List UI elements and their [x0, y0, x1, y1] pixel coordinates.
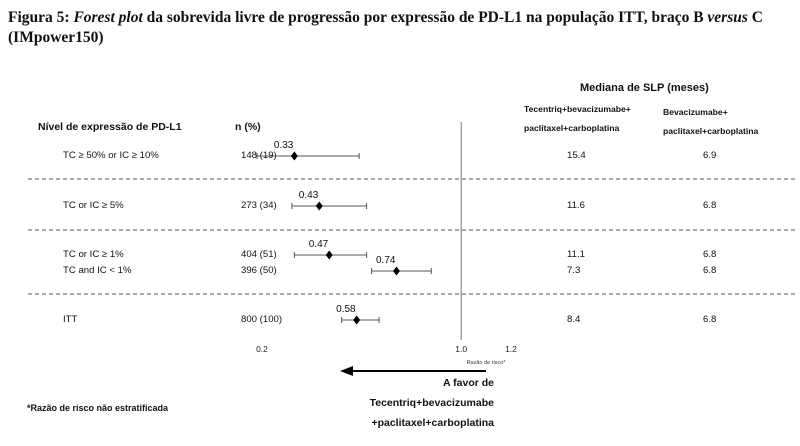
- hr-point: [315, 201, 323, 211]
- row-median-arm-b: 11.6: [567, 200, 585, 211]
- hr-point: [325, 250, 333, 260]
- row-median-arm-b: 7.3: [567, 265, 581, 276]
- x-axis-label: Razão de risco*: [467, 360, 507, 366]
- row-label: ITT: [63, 314, 78, 325]
- row-n: 396 (50): [241, 265, 277, 276]
- hr-label: 0.43: [299, 190, 319, 201]
- row-label: TC and IC < 1%: [63, 265, 132, 276]
- x-tick-label: 1.0: [455, 344, 467, 354]
- row-label: TC or IC ≥ 5%: [63, 200, 124, 211]
- favor-line2: Tecentriq+bevacizumabe: [369, 397, 494, 409]
- hr-point: [392, 266, 400, 276]
- arm-b-header-line1: Tecentriq+bevacizumabe+: [524, 104, 631, 114]
- hr-label: 0.58: [336, 304, 356, 315]
- row-median-arm-b: 11.1: [567, 249, 585, 260]
- row-median-arm-c: 6.8: [703, 265, 717, 276]
- row-median-arm-c: 6.8: [703, 200, 717, 211]
- hr-label: 0.47: [309, 239, 329, 250]
- hr-label: 0.74: [376, 255, 396, 266]
- caption-suffix: C (IMpower150): [8, 9, 763, 46]
- arm-c-header-line1: Bevacizumabe+: [663, 107, 728, 117]
- arm-b-header-line2: paclitaxel+carboplatina: [524, 123, 620, 133]
- row-median-arm-b: 8.4: [567, 314, 581, 325]
- row-median-arm-c: 6.8: [703, 314, 717, 325]
- caption-prefix: Figura 5:: [8, 9, 74, 26]
- favor-text: A favor de Tecentriq+bevacizumabe +pacli…: [370, 373, 494, 433]
- row-label: TC or IC ≥ 1%: [63, 249, 124, 260]
- row-label: TC ≥ 50% or IC ≥ 10%: [63, 150, 159, 161]
- footnote: *Razão de risco não estratificada: [27, 403, 169, 413]
- favor-line1: A favor de: [443, 377, 494, 389]
- caption-italic-versus: versus: [707, 9, 748, 26]
- favor-arrow-head: [340, 366, 353, 376]
- row-n: 800 (100): [241, 314, 283, 325]
- x-tick-label: 0.2: [256, 344, 268, 354]
- hr-point: [353, 315, 361, 325]
- hr-point: [290, 151, 298, 161]
- caption-middle: da sobrevida livre de progressão por exp…: [142, 9, 708, 26]
- level-column-header: Nível de expressão de PD-L1: [38, 121, 182, 133]
- n-column-header: n (%): [235, 121, 261, 133]
- row-n: 404 (51): [241, 249, 277, 260]
- row-median-arm-c: 6.9: [703, 150, 717, 161]
- row-median-arm-c: 6.8: [703, 249, 717, 260]
- hr-label: 0.33: [274, 140, 294, 151]
- figure-caption: Figura 5: Forest plot da sobrevida livre…: [8, 8, 793, 48]
- caption-italic-forest-plot: Forest plot: [73, 9, 143, 26]
- favor-line3: +paclitaxel+carboplatina: [371, 417, 494, 429]
- row-median-arm-b: 15.4: [567, 150, 586, 161]
- x-tick-label: 1.2: [505, 344, 517, 354]
- arm-c-header-line2: paclitaxel+carboplatina: [663, 126, 759, 136]
- row-n: 273 (34): [241, 200, 277, 211]
- median-pfs-header: Mediana de SLP (meses): [580, 82, 709, 94]
